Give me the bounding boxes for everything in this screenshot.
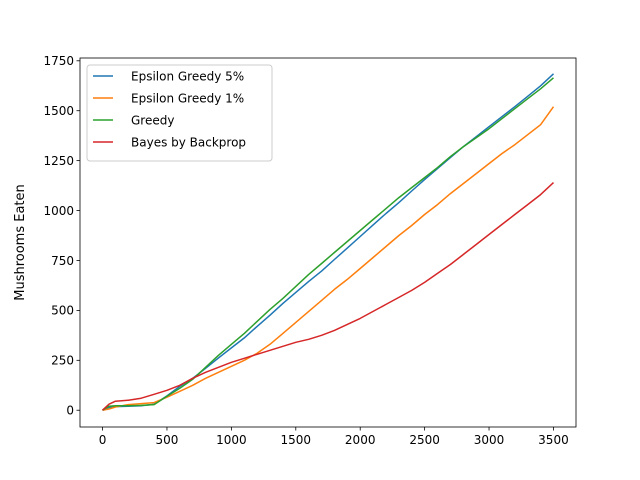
legend: Epsilon Greedy 5% Epsilon Greedy 1% Greedy…	[86, 64, 273, 162]
series-lines	[101, 73, 555, 411]
y-tick-label: 1750	[43, 54, 74, 68]
y-tick-label: 1000	[43, 204, 74, 218]
y-axis-label: Mushrooms Eaten	[13, 184, 28, 301]
series-line-1	[102, 106, 555, 411]
x-tick-label: 3000	[474, 433, 505, 447]
legend-label: Epsilon Greedy 5%	[131, 69, 244, 83]
y-tick-label: 500	[51, 304, 74, 318]
y-axis: 0 250 500 750 1000 1250 1500 1750	[43, 54, 80, 418]
y-tick-label: 0	[66, 404, 74, 418]
legend-label: Greedy	[131, 113, 174, 127]
x-tick-label: 2000	[345, 433, 376, 447]
y-tick-label: 1500	[43, 104, 74, 118]
y-tick-label: 250	[51, 354, 74, 368]
series-line-2	[102, 77, 554, 411]
x-tick-label: 0	[99, 433, 107, 447]
x-tick-label: 500	[156, 433, 179, 447]
x-tick-label: 2500	[409, 433, 440, 447]
x-tick-label: 1000	[216, 433, 247, 447]
plot-frame	[79, 57, 577, 428]
legend-label: Bayes by Backprop	[131, 135, 246, 149]
x-tick-label: 3500	[538, 433, 569, 447]
legend-label: Epsilon Greedy 1%	[131, 91, 244, 105]
x-axis: 0 500 1000 1500 2000 2500 3000 3500	[99, 427, 569, 447]
legend-box	[86, 64, 273, 162]
series-line-3	[101, 182, 555, 411]
y-tick-label: 750	[51, 254, 74, 268]
x-tick-label: 1500	[281, 433, 312, 447]
y-tick-label: 1250	[43, 154, 74, 168]
